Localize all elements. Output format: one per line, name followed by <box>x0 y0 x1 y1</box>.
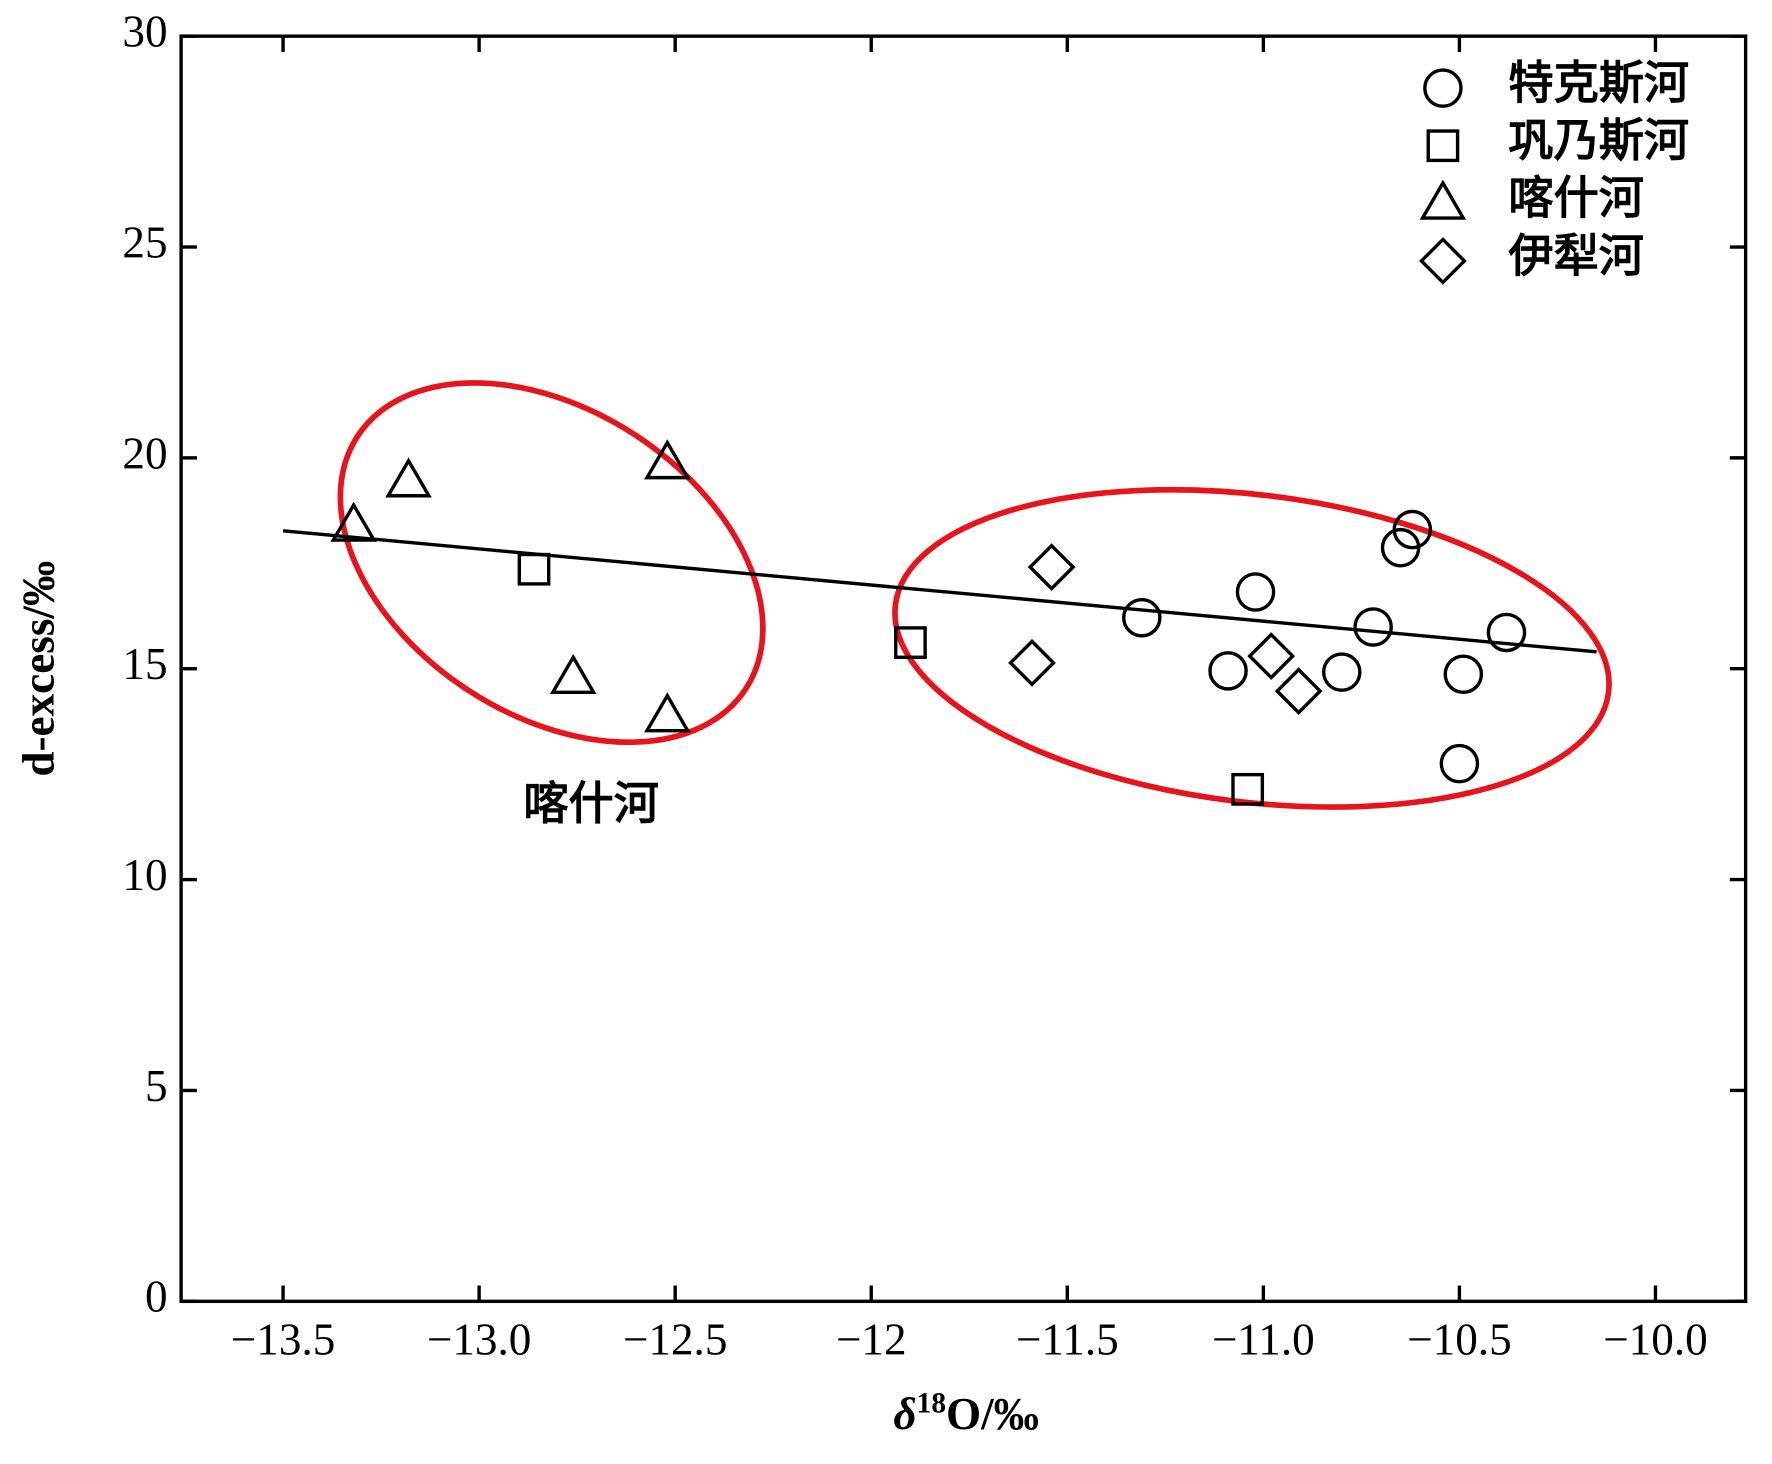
x-tick-label: −13.0 <box>427 1315 532 1365</box>
point <box>1443 654 1484 694</box>
point <box>330 501 377 542</box>
legend-marker <box>1426 129 1460 163</box>
annotation: 喀什河 <box>523 779 659 829</box>
y-axis-title: d-excess/‰ <box>14 561 64 777</box>
legend-text: 喀什河 <box>1508 174 1644 224</box>
y-tick-label: 15 <box>122 639 167 689</box>
point <box>1235 572 1276 612</box>
point <box>385 457 432 498</box>
fit-line <box>282 529 1597 654</box>
x-title-part: 18 <box>917 1387 946 1419</box>
x-tick-label: −10.5 <box>1407 1315 1512 1365</box>
point <box>517 552 551 586</box>
legend-marker <box>1419 179 1467 220</box>
point <box>1274 667 1323 715</box>
x-tick-label: −10.0 <box>1603 1315 1708 1365</box>
point <box>644 692 691 733</box>
legend-text: 伊犁河 <box>1507 231 1644 281</box>
legend-text: 特克斯河 <box>1508 58 1689 108</box>
legend-text: 巩乃斯河 <box>1508 116 1689 166</box>
point <box>549 653 597 694</box>
point <box>1392 509 1433 550</box>
x-title-part: O/‰ <box>946 1389 1039 1439</box>
group-ellipse <box>337 380 766 746</box>
x-tick-label: −13.5 <box>231 1315 336 1365</box>
y-tick-label: 30 <box>122 7 167 57</box>
x-tick-label: −12 <box>836 1315 907 1365</box>
point <box>1322 652 1362 692</box>
point <box>1486 612 1527 653</box>
x-tick-label: −12.5 <box>623 1315 728 1365</box>
x-tick-label: −11.0 <box>1212 1315 1315 1365</box>
y-tick-label: 25 <box>122 217 167 267</box>
y-tick-label: 5 <box>145 1061 168 1111</box>
point <box>1247 632 1296 680</box>
point <box>1353 607 1393 647</box>
plot-frame <box>179 34 1748 1304</box>
point <box>1439 743 1480 784</box>
point <box>894 626 927 659</box>
point <box>1231 772 1265 806</box>
point <box>644 439 691 480</box>
x-tick-label: −11.5 <box>1016 1315 1119 1365</box>
point <box>1122 597 1162 638</box>
y-tick-label: 10 <box>122 850 167 900</box>
x-axis-title: δ18O/‰ <box>894 1387 1039 1439</box>
legend-marker <box>1423 68 1463 108</box>
y-tick-label: 20 <box>122 428 167 478</box>
point <box>1208 651 1248 691</box>
x-title-part: δ <box>894 1389 917 1439</box>
legend-marker <box>1419 237 1467 285</box>
point <box>1027 543 1076 591</box>
y-tick-label: 0 <box>145 1272 168 1322</box>
point <box>1008 638 1056 687</box>
